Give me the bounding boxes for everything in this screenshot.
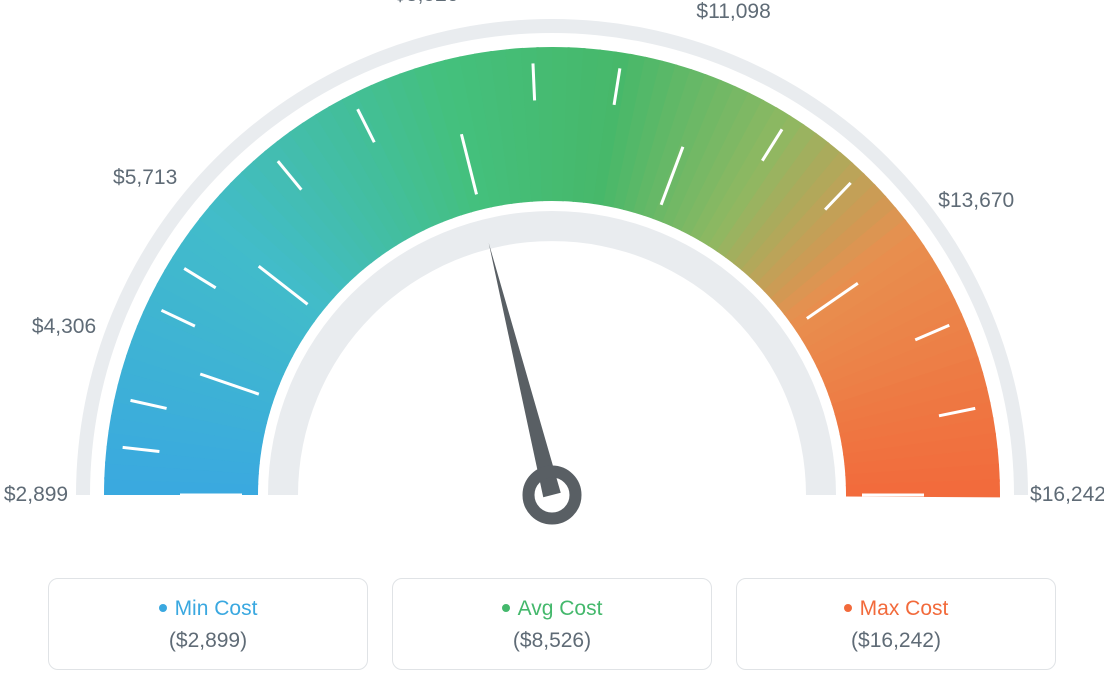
- gauge-tick-label: $2,899: [4, 483, 68, 507]
- legend-dot-avg: [502, 604, 510, 612]
- gauge-tick-label: $16,242: [1030, 483, 1104, 507]
- legend-title-max: Max Cost: [737, 597, 1055, 621]
- legend-title-text: Min Cost: [175, 597, 258, 620]
- gauge-tick-label: $13,670: [938, 189, 1014, 213]
- legend-title-avg: Avg Cost: [393, 597, 711, 621]
- legend-value-avg: ($8,526): [393, 629, 711, 653]
- gauge-tick-label: $11,098: [696, 0, 770, 24]
- gauge-tick-label: $8,526: [394, 0, 458, 7]
- legend-card-avg: Avg Cost ($8,526): [392, 578, 712, 670]
- legend-card-max: Max Cost ($16,242): [736, 578, 1056, 670]
- legend-value-max: ($16,242): [737, 629, 1055, 653]
- legend-title-text: Avg Cost: [518, 597, 603, 620]
- legend-dot-max: [844, 604, 852, 612]
- legend-title-text: Max Cost: [860, 597, 949, 620]
- gauge-color-band: [104, 47, 1000, 497]
- legend-card-min: Min Cost ($2,899): [48, 578, 368, 670]
- gauge-tick-label: $5,713: [113, 166, 177, 190]
- gauge-chart-area: $2,899 $4,306 $5,713 $8,526 $11,098 $13,670 $1…: [0, 0, 1104, 560]
- legend-value-min: ($2,899): [49, 629, 367, 653]
- legend-dot-min: [159, 604, 167, 612]
- gauge-needle: [489, 243, 561, 497]
- gauge-tick-label: $4,306: [32, 315, 96, 339]
- legend-row: Min Cost ($2,899) Avg Cost ($8,526) Max Cost…: [0, 578, 1104, 670]
- legend-title-min: Min Cost: [49, 597, 367, 621]
- gauge-svg: [0, 0, 1104, 560]
